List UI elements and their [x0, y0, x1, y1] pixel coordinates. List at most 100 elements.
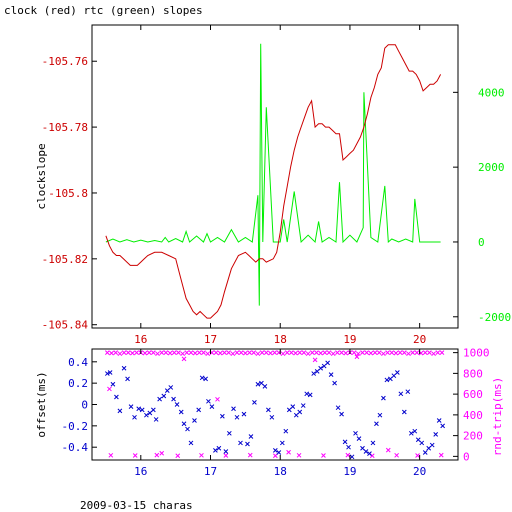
offset-point: [213, 448, 218, 453]
rtc-series-line: [105, 43, 441, 306]
rnd-trip-point: [422, 350, 428, 355]
slopes-x-tick-label: 20: [413, 333, 426, 346]
rnd-trip-point: [215, 396, 220, 402]
rnd-trip-point: [322, 350, 328, 355]
offset-point: [321, 363, 327, 369]
rnd-trip-point: [318, 350, 324, 356]
rnd-trip-point: [272, 350, 278, 355]
offset-point: [192, 418, 197, 423]
offset-point: [349, 454, 355, 460]
offset-point: [252, 400, 257, 405]
rnd-trip-point: [159, 450, 165, 456]
offset-point: [139, 407, 145, 413]
offset-y-axis-label: offset(ms): [35, 371, 48, 437]
offset-point: [370, 440, 376, 446]
rnd-trip-point: [176, 350, 181, 355]
rnd-trip-y2-tick-label: 400: [463, 409, 483, 422]
offset-point: [206, 398, 211, 404]
rnd-trip-point: [381, 351, 386, 357]
rnd-trip-point: [339, 350, 344, 355]
rnd-trip-point: [255, 351, 261, 357]
rnd-trip-point: [263, 350, 269, 355]
rnd-trip-point: [268, 350, 273, 356]
rnd-trip-point: [293, 350, 298, 356]
rnd-trip-point: [247, 350, 252, 355]
offset-point: [426, 445, 432, 451]
offset-point: [388, 376, 393, 382]
offset-point: [328, 372, 334, 377]
offset-point: [231, 406, 236, 412]
rnd-trip-point: [385, 350, 390, 355]
offset-chart: 16 17 18 19 20 0.4 0.2 0 -0.2 -0.4 1000 800 600 400 20…: [35, 347, 504, 478]
offset-point: [234, 414, 240, 420]
rnd-trip-point: [309, 350, 315, 355]
rnd-trip-point: [104, 350, 110, 355]
offset-point: [394, 370, 400, 375]
rnd-trip-point: [389, 350, 395, 355]
rnd-trip-point: [301, 350, 307, 355]
rnd-trip-point: [192, 350, 198, 356]
offset-point: [440, 423, 446, 429]
rnd-trip-point: [117, 351, 123, 357]
rnd-trip-point: [107, 386, 112, 392]
offset-point: [104, 371, 110, 376]
rnd-trip-point: [401, 350, 407, 355]
offset-point: [367, 451, 372, 456]
rnd-trip-point: [243, 350, 248, 356]
rnd-trip-point: [113, 350, 119, 355]
offset-point: [181, 421, 187, 427]
rnd-trip-point: [397, 350, 403, 355]
rnd-trip-point: [427, 350, 432, 355]
offset-point: [144, 412, 149, 418]
rnd-trip-point: [385, 447, 391, 453]
offset-point: [223, 449, 229, 454]
offset-x-tick-label: 17: [204, 465, 217, 478]
offset-point: [216, 445, 222, 451]
offset-y-tick-label: -0.4: [62, 441, 89, 454]
rnd-trip-point: [146, 350, 152, 355]
rnd-trip-point: [360, 350, 365, 355]
rnd-trip-point: [155, 351, 160, 357]
offset-point: [199, 375, 205, 381]
slopes-series-group: [105, 43, 442, 319]
rnd-trip-point: [223, 453, 229, 458]
offset-point: [314, 369, 320, 374]
rnd-trip-point: [130, 350, 135, 356]
rnd-trip-point: [406, 351, 411, 357]
offset-point: [429, 442, 435, 448]
rnd-trip-y2-tick-label: 800: [463, 367, 483, 380]
rnd-trip-point: [238, 350, 244, 355]
slopes-y-tick-label: -105.84: [42, 319, 89, 332]
offset-point: [248, 434, 254, 439]
rnd-trip-point: [181, 356, 187, 362]
rnd-trip-point: [414, 350, 420, 355]
rnd-trip-point: [222, 350, 227, 355]
rnd-trip-point: [376, 350, 382, 355]
offset-point: [245, 441, 250, 447]
offset-point: [290, 404, 296, 409]
offset-point: [377, 412, 383, 418]
rnd-trip-y2-tick-label: 0: [463, 450, 470, 463]
offset-point: [276, 450, 282, 455]
rnd-trip-point: [251, 350, 257, 355]
rnd-trip-point: [410, 350, 416, 355]
rnd-trip-point: [199, 452, 204, 458]
clock-series-line: [105, 44, 442, 319]
slopes-axes: 16 17 18 19 20 -105.76 -105.78 -105.8 -105.82 -10…: [42, 25, 511, 346]
offset-point: [132, 414, 137, 420]
rnd-trip-point: [330, 351, 336, 357]
offset-point: [178, 409, 184, 415]
offset-point: [121, 365, 127, 371]
offset-y-tick-label: 0.2: [68, 377, 88, 390]
rnd-trip-point: [439, 350, 445, 355]
offset-point: [300, 403, 306, 408]
slopes-y-tick-label: -105.78: [42, 121, 88, 134]
offset-point: [318, 365, 324, 371]
offset-point: [185, 426, 190, 432]
rnd-trip-y2-tick-label: 600: [463, 388, 483, 401]
rnd-trip-point: [159, 350, 165, 355]
rnd-trip-point: [150, 350, 156, 355]
offset-point: [203, 376, 208, 382]
offset-point: [157, 396, 162, 402]
slopes-x-tick-label: 16: [134, 333, 147, 346]
